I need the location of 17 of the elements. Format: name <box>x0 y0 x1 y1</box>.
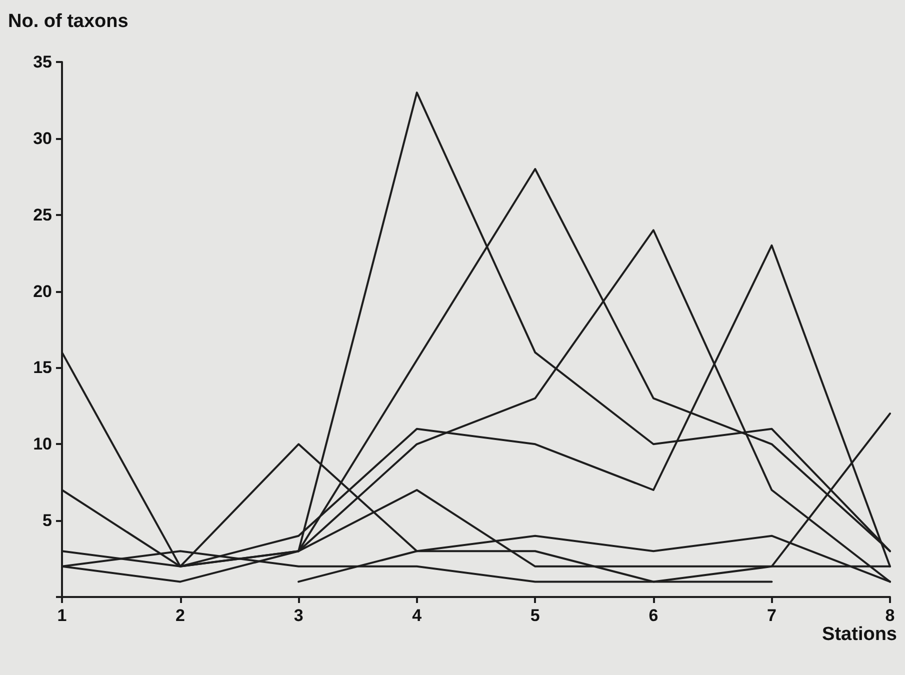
y-tick-label: 35 <box>33 52 52 72</box>
y-tick-label: 5 <box>42 511 52 530</box>
x-tick-label: 4 <box>412 606 422 625</box>
y-tick-label: 25 <box>33 205 52 224</box>
x-tick-label: 7 <box>766 606 776 625</box>
x-axis-title: Stations <box>822 624 897 645</box>
x-tick-label: 1 <box>57 606 67 625</box>
x-tick-label: 8 <box>885 606 895 625</box>
x-tick-label: 2 <box>176 606 186 625</box>
y-tick-label: 20 <box>33 282 52 301</box>
x-tick-label: 5 <box>530 606 540 625</box>
x-tick-label: 6 <box>648 606 658 625</box>
y-tick-label: 15 <box>33 358 52 378</box>
y-tick-label: 30 <box>33 128 52 148</box>
y-axis-title: No. of taxons <box>8 11 128 32</box>
y-tick-label: 10 <box>33 434 52 454</box>
x-tick-label: 3 <box>294 606 304 625</box>
